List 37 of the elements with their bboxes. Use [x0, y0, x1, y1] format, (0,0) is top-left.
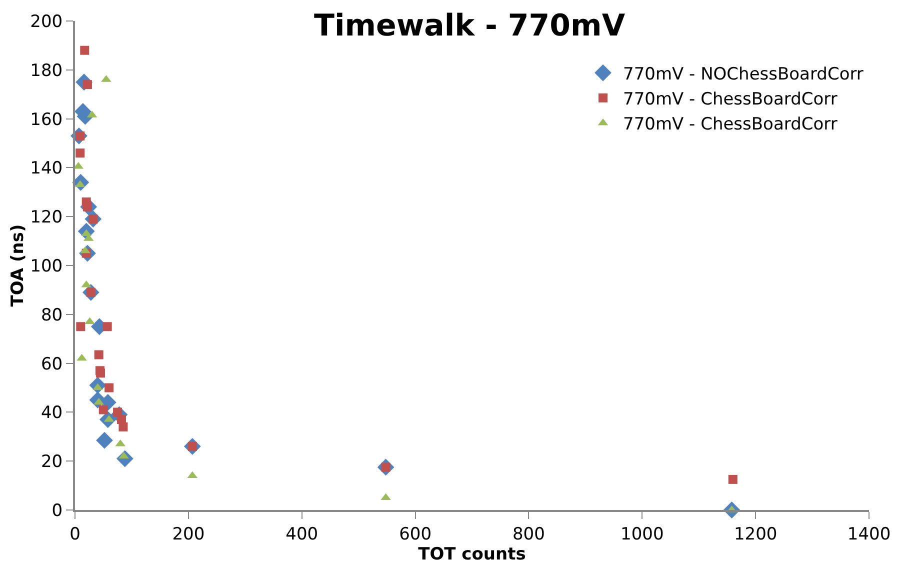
point	[76, 148, 85, 158]
point	[96, 368, 106, 378]
x-tick-label: 0	[70, 524, 80, 544]
point	[728, 474, 738, 484]
x-tick-label: 800	[512, 524, 545, 544]
y-tick-label: 20	[40, 452, 63, 472]
x-tick-label: 1000	[620, 524, 664, 544]
x-tick-label: 400	[286, 524, 318, 544]
y-tick-label: 40	[40, 403, 63, 424]
point	[94, 350, 104, 360]
legend-label: 770mV - NOChessBoardCorr	[623, 64, 864, 84]
x-axis-title: TOT counts	[418, 544, 526, 564]
point	[96, 432, 113, 449]
point	[104, 383, 114, 392]
y-tick-label: 140	[30, 158, 63, 179]
y-tick-label: 60	[40, 354, 63, 374]
y-tick-label: 180	[30, 60, 63, 81]
x-tick-label: 600	[399, 524, 432, 544]
y-tick-label: 160	[30, 110, 63, 130]
y-tick-label: 120	[30, 208, 63, 228]
point	[102, 322, 112, 332]
y-tick-label: 100	[30, 256, 63, 276]
x-tick-label: 1400	[847, 524, 891, 544]
x-tick-label: 200	[172, 524, 205, 544]
y-tick-label: 80	[40, 305, 63, 326]
legend-label: 770mV - ChessBoardCorr	[623, 114, 838, 135]
point	[98, 405, 108, 414]
point	[118, 422, 128, 432]
x-tick-label: 1200	[734, 524, 778, 544]
chart-title: Timewalk - 770mV	[314, 8, 626, 44]
point	[80, 46, 90, 55]
legend-label: 770mV - ChessBoardCorr	[623, 90, 838, 110]
y-tick-label: 200	[30, 12, 63, 32]
point	[380, 493, 391, 500]
y-axis-title: TOA (ns)	[8, 224, 28, 307]
point	[76, 322, 86, 332]
y-tick-label: 0	[52, 500, 63, 521]
